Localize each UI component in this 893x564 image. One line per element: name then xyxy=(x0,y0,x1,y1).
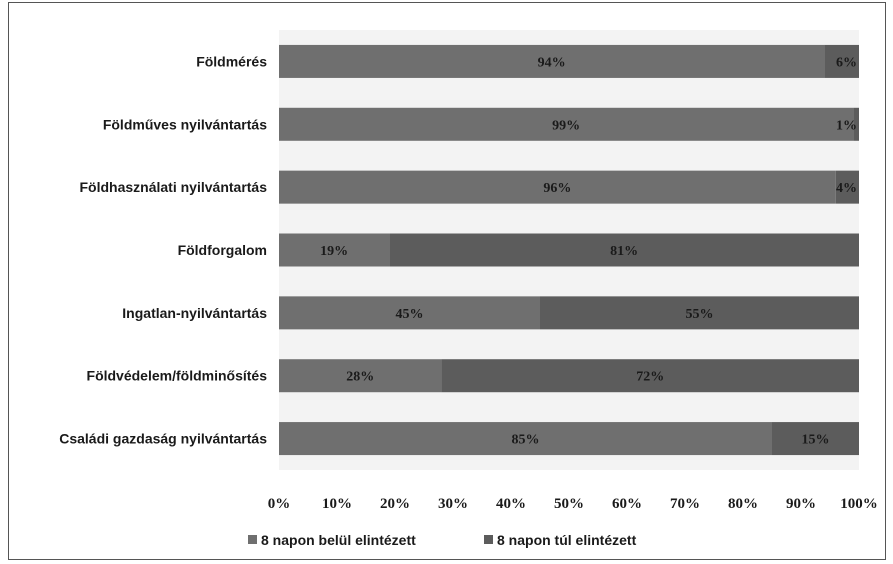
data-label: 99% xyxy=(552,118,580,133)
x-tick-label: 0% xyxy=(268,496,291,512)
category-label: Családi gazdaság nyilvántartás xyxy=(59,431,267,447)
data-label: 55% xyxy=(686,307,714,322)
category-label: Földhasználati nyilvántartás xyxy=(80,179,268,195)
x-tick-label: 20% xyxy=(380,496,410,512)
bar-segment xyxy=(279,422,772,456)
data-label: 81% xyxy=(610,244,638,259)
bar-segment xyxy=(389,233,859,267)
bar-segment xyxy=(279,359,442,393)
category-label: Földforgalom xyxy=(178,242,267,258)
category-label: Ingatlan-nyilvántartás xyxy=(122,305,267,321)
data-label: 4% xyxy=(836,181,857,196)
x-tick-label: 80% xyxy=(728,496,758,512)
x-tick-label: 10% xyxy=(322,496,352,512)
data-label: 94% xyxy=(538,55,566,70)
x-tick-label: 50% xyxy=(554,496,584,512)
bar-segment xyxy=(279,107,854,141)
data-label: 45% xyxy=(396,307,424,322)
x-tick-label: 40% xyxy=(496,496,526,512)
bar-segment xyxy=(824,44,859,78)
bar-segment xyxy=(772,422,859,456)
category-label: Földmérés xyxy=(196,53,267,69)
x-tick-label: 60% xyxy=(612,496,642,512)
bar-segment xyxy=(835,170,859,204)
x-tick-label: 30% xyxy=(438,496,468,512)
data-label: 96% xyxy=(543,181,571,196)
bar-segment xyxy=(853,107,859,141)
bar-segment xyxy=(279,233,390,267)
legend-label: 8 napon belül elintézett xyxy=(261,532,416,548)
data-label: 6% xyxy=(836,55,857,70)
bar-segment xyxy=(279,296,540,330)
data-label: 85% xyxy=(512,433,540,448)
legend-label: 8 napon túl elintézett xyxy=(497,532,637,548)
legend-swatch xyxy=(248,535,257,544)
bar-segment xyxy=(540,296,859,330)
x-tick-label: 90% xyxy=(786,496,816,512)
category-label: Földműves nyilvántartás xyxy=(103,116,267,132)
data-label: 19% xyxy=(320,244,348,259)
bar-segment xyxy=(279,170,836,204)
data-label: 1% xyxy=(836,118,857,133)
category-label: Földvédelem/földminősítés xyxy=(87,368,268,384)
x-tick-label: 70% xyxy=(670,496,700,512)
legend-swatch xyxy=(484,535,493,544)
x-tick-label: 100% xyxy=(840,496,878,512)
data-label: 15% xyxy=(802,433,830,448)
bar-segment xyxy=(441,359,859,393)
data-label: 28% xyxy=(346,370,374,385)
data-label: 72% xyxy=(636,370,664,385)
bar-segment xyxy=(279,44,825,78)
